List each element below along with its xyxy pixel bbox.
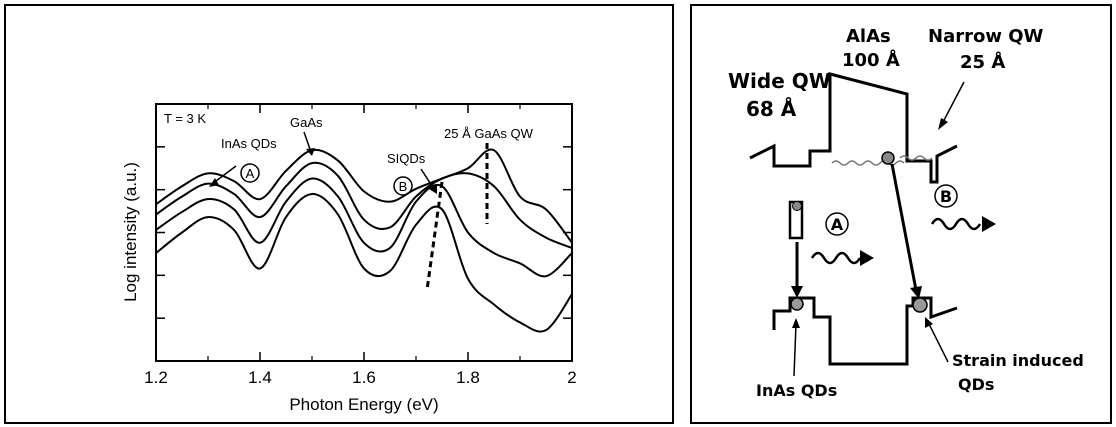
photon-wave-b [930,217,982,231]
narrow-qw-pointer [941,81,965,125]
band-diagram-panel: A B Wide QW 68 Å AlAs 100 Å Narrow QW 25… [690,4,1112,424]
pl-spectra-chart: 1.2 1.4 1.6 1.8 2 Photon Energy (eV) Log int… [121,103,577,414]
circle-b-marker [393,176,413,196]
circle-a-letter: A [246,166,255,181]
inas-qds-arrowhead [209,178,219,187]
inas-qds-pointer-head [792,318,800,328]
pl-spectra-panel: 1.2 1.4 1.6 1.8 2 Photon Energy (eV) Log int… [4,4,674,424]
circle-a-letter: A [831,215,844,234]
strain-qds-pointer-head [925,317,933,328]
spectrum-line-2 [155,161,573,249]
wide-qw-size: 68 Å [746,97,797,121]
narrow-qw-level-line [899,155,933,161]
siqds-dashed-marker [425,181,444,291]
siqds-annotation: SIQDs [387,151,426,166]
alas-name: AlAs [846,26,891,47]
photon-arrowhead-b [982,216,996,232]
x-tick-label: 1.8 [456,368,480,387]
tick-labels-layer: 1.2 1.4 1.6 1.8 2 [144,368,577,387]
circle-b-letter: B [940,187,952,206]
series-layer [155,148,573,333]
valence-band-edge [772,296,958,366]
siqds-arrow [420,168,435,190]
inas-qds-pointer [793,323,797,377]
circle-a-marker [825,212,849,236]
electron-dot-narrow [881,151,895,165]
transition-arrowhead-b [910,286,922,299]
x-axis-label: Photon Energy (eV) [289,395,438,414]
x-tick-label: 1.2 [144,368,168,387]
ticks-layer [155,104,573,361]
y-axis-label: Log intensity (a.u.) [121,162,140,302]
hole-dot-strain [912,297,928,313]
gaas-arrowhead [306,148,315,156]
strain-qds-pointer [927,321,949,363]
x-tick-label: 1.4 [248,368,272,387]
inas-qds-label: InAs QDs [756,381,837,400]
gaas-annotation: GaAs [290,115,323,130]
strain-label-line1: Strain induced [952,351,1084,370]
spectrum-line-3 [155,177,573,278]
plot-frame [155,103,573,362]
wide-qw-name: Wide QW [728,69,831,93]
conduction-band-edge [749,72,958,184]
qw25-annotation: 25 Å GaAs QW [444,126,534,141]
transition-arrowhead-a [791,286,803,298]
strain-label-line2: QDs [958,375,994,394]
circle-b-letter: B [399,179,408,194]
hole-dot-inas [790,297,804,311]
siqds-arrowhead [429,185,437,194]
circle-b-marker [934,184,958,208]
x-tick-label: 2 [567,368,576,387]
band-diagram: A B Wide QW 68 Å AlAs 100 Å Narrow QW 25… [728,26,1084,400]
circle-a-marker [240,163,260,183]
narrow-qw-pointer-head [938,118,948,130]
narrow-qw-name: Narrow QW [928,26,1044,47]
alas-size: 100 Å [842,48,900,71]
narrow-qw-size: 25 Å [960,50,1005,73]
temperature-label: T = 3 K [164,111,206,126]
transition-arrow-b [890,163,918,291]
inas-qds-annotation: InAs QDs [221,136,277,151]
x-tick-label: 1.6 [352,368,376,387]
photon-arrowhead-a [860,250,874,266]
electron-dot-wide [792,201,802,211]
spectrum-line-1 [155,148,573,244]
photon-wave-a [810,251,862,265]
spectrum-line-4 [155,192,573,333]
